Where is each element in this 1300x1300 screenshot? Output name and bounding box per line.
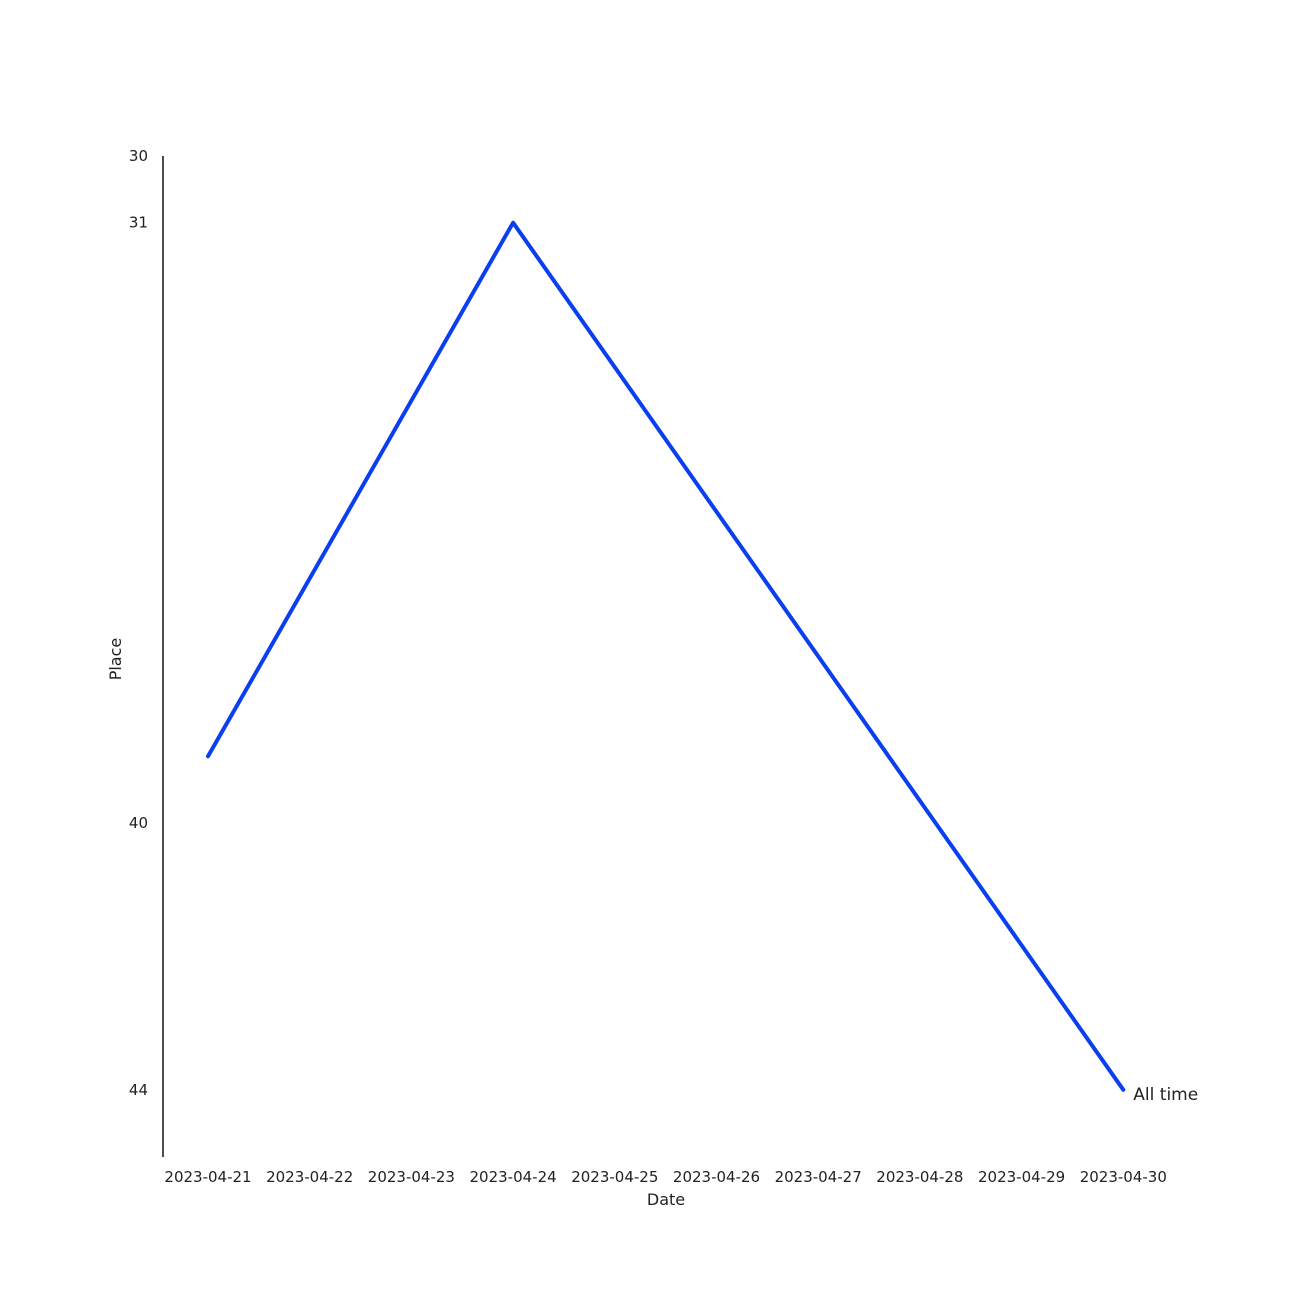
x-tick-label: 2023-04-28	[876, 1168, 963, 1186]
series-line	[206, 220, 1126, 1092]
y-axis-ticks: 30 31 40 44	[129, 147, 148, 1099]
x-tick-label: 2023-04-23	[368, 1168, 455, 1186]
y-tick-label: 40	[129, 814, 148, 832]
x-tick-label: 2023-04-30	[1080, 1168, 1167, 1186]
y-tick-label: 30	[129, 147, 148, 165]
x-tick-label: 2023-04-29	[978, 1168, 1065, 1186]
y-tick-label: 31	[129, 214, 148, 232]
x-tick-label: 2023-04-27	[775, 1168, 862, 1186]
x-tick-label: 2023-04-22	[266, 1168, 353, 1186]
x-tick-label: 2023-04-26	[673, 1168, 760, 1186]
y-tick-label: 44	[129, 1081, 148, 1099]
x-tick-label: 2023-04-25	[571, 1168, 658, 1186]
series-layer: All time	[206, 220, 1198, 1105]
x-axis-ticks: 2023-04-21 2023-04-22 2023-04-23 2023-04-24…	[164, 1168, 1166, 1186]
x-axis-title: Date	[647, 1190, 685, 1209]
x-tick-label: 2023-04-21	[164, 1168, 251, 1186]
x-tick-label: 2023-04-24	[470, 1168, 557, 1186]
y-axis-title: Place	[106, 638, 125, 681]
series-label: All time	[1133, 1085, 1198, 1105]
